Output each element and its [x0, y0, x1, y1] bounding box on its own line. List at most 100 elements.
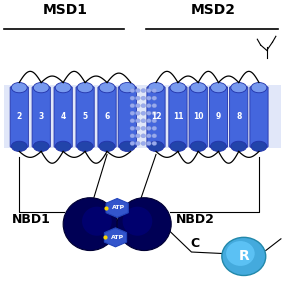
Circle shape [146, 134, 151, 138]
Text: 3: 3 [38, 113, 44, 121]
Circle shape [135, 111, 140, 115]
Circle shape [146, 111, 151, 115]
Text: C: C [190, 237, 200, 250]
Ellipse shape [11, 82, 27, 93]
Circle shape [135, 89, 140, 93]
FancyBboxPatch shape [10, 87, 28, 147]
Circle shape [152, 104, 157, 108]
Circle shape [135, 126, 140, 130]
Ellipse shape [148, 141, 164, 152]
Ellipse shape [63, 198, 117, 251]
Circle shape [146, 104, 151, 108]
FancyBboxPatch shape [98, 87, 116, 147]
Circle shape [135, 119, 140, 123]
FancyBboxPatch shape [250, 87, 268, 147]
Circle shape [135, 104, 140, 108]
Text: R: R [239, 249, 249, 263]
Circle shape [146, 126, 151, 130]
Ellipse shape [251, 141, 267, 152]
Circle shape [152, 126, 157, 130]
Text: ATP: ATP [111, 235, 124, 240]
Text: MSD1: MSD1 [42, 3, 87, 17]
Text: ATP: ATP [112, 205, 125, 211]
Circle shape [130, 141, 135, 145]
Polygon shape [106, 199, 128, 217]
Ellipse shape [148, 82, 164, 93]
Ellipse shape [190, 82, 206, 93]
FancyBboxPatch shape [32, 87, 50, 147]
Ellipse shape [123, 207, 152, 236]
Circle shape [141, 141, 146, 145]
Circle shape [130, 89, 135, 93]
Circle shape [130, 96, 135, 100]
Ellipse shape [55, 82, 71, 93]
Ellipse shape [77, 141, 93, 152]
Ellipse shape [117, 198, 171, 251]
Circle shape [152, 141, 157, 145]
Circle shape [152, 119, 157, 123]
Ellipse shape [55, 141, 71, 152]
Circle shape [146, 96, 151, 100]
Circle shape [135, 96, 140, 100]
Ellipse shape [119, 141, 135, 152]
Ellipse shape [119, 82, 135, 93]
Circle shape [141, 104, 146, 108]
FancyBboxPatch shape [189, 87, 207, 147]
Circle shape [226, 241, 255, 266]
Circle shape [146, 119, 151, 123]
Circle shape [141, 126, 146, 130]
Text: 2: 2 [17, 113, 22, 121]
Circle shape [130, 134, 135, 138]
Circle shape [141, 119, 146, 123]
Ellipse shape [33, 141, 49, 152]
Ellipse shape [170, 82, 186, 93]
FancyBboxPatch shape [54, 87, 72, 147]
Polygon shape [104, 228, 127, 247]
Circle shape [130, 104, 135, 108]
Text: 9: 9 [216, 113, 221, 121]
Ellipse shape [99, 82, 115, 93]
FancyBboxPatch shape [169, 87, 187, 147]
Ellipse shape [251, 82, 267, 93]
Circle shape [152, 111, 157, 115]
Circle shape [130, 111, 135, 115]
Text: NBD2: NBD2 [175, 213, 214, 226]
Ellipse shape [77, 82, 93, 93]
Ellipse shape [211, 141, 226, 152]
Ellipse shape [211, 82, 226, 93]
FancyBboxPatch shape [147, 87, 165, 147]
Circle shape [141, 111, 146, 115]
Circle shape [146, 89, 151, 93]
Text: MSD2: MSD2 [191, 3, 236, 17]
Circle shape [222, 237, 266, 276]
Circle shape [141, 89, 146, 93]
Text: 6: 6 [104, 113, 110, 121]
Circle shape [130, 126, 135, 130]
Circle shape [152, 134, 157, 138]
Ellipse shape [231, 82, 247, 93]
Circle shape [135, 134, 140, 138]
Ellipse shape [231, 141, 247, 152]
FancyBboxPatch shape [118, 87, 137, 147]
Circle shape [152, 89, 157, 93]
Circle shape [135, 141, 140, 145]
Ellipse shape [170, 141, 186, 152]
Circle shape [146, 141, 151, 145]
Text: 8: 8 [236, 113, 241, 121]
FancyBboxPatch shape [209, 87, 228, 147]
Ellipse shape [82, 207, 112, 236]
Text: NBD1: NBD1 [12, 213, 50, 226]
Ellipse shape [11, 141, 27, 152]
Text: 10: 10 [193, 113, 203, 121]
Circle shape [141, 134, 146, 138]
Text: 12: 12 [151, 113, 161, 121]
FancyBboxPatch shape [76, 87, 94, 147]
Circle shape [152, 96, 157, 100]
Circle shape [130, 119, 135, 123]
Text: 11: 11 [173, 113, 183, 121]
Text: 5: 5 [83, 113, 88, 121]
Ellipse shape [99, 141, 115, 152]
Circle shape [141, 96, 146, 100]
Ellipse shape [33, 82, 49, 93]
Ellipse shape [190, 141, 206, 152]
